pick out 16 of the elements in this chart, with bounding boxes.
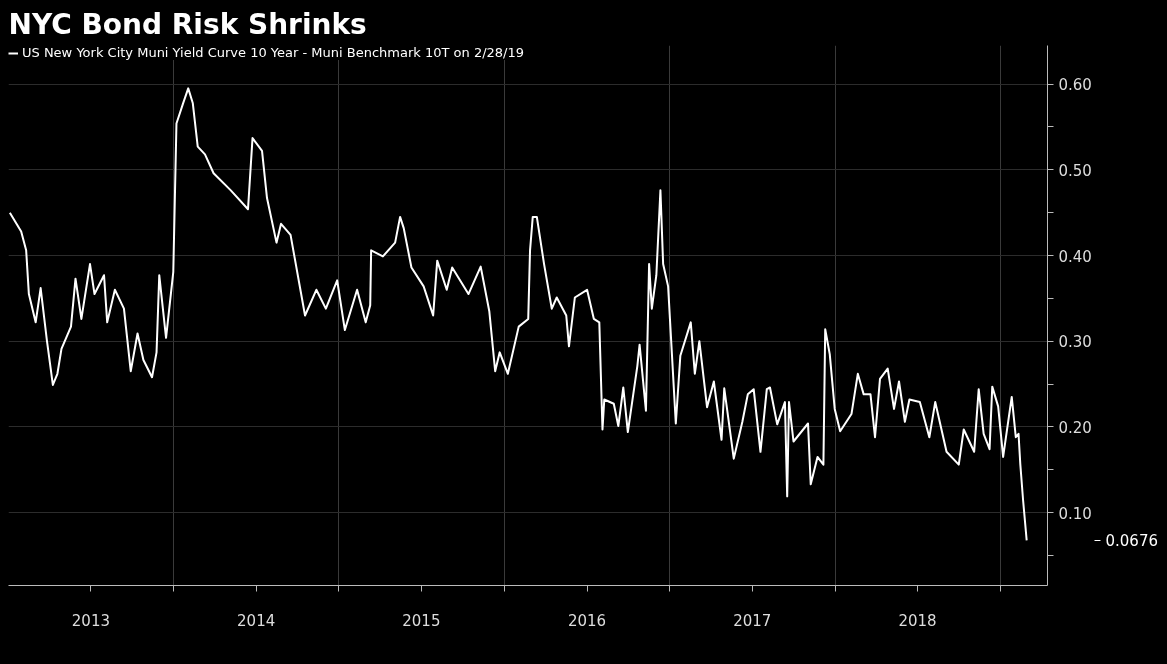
y-tick-label: 0.40	[1058, 247, 1092, 266]
y-tick-label: 0.30	[1058, 333, 1092, 352]
text: 0.0676	[1105, 532, 1158, 551]
x-tick-label: 2015	[402, 611, 441, 630]
x-tick-label: 2016	[567, 611, 607, 630]
legend-label: US New York City Muni Yield Curve 10 Year - Muni Benchmark 10T on 2/28/19	[22, 45, 525, 60]
y-tick-label: 0.10	[1058, 504, 1092, 523]
y-tick-label: 0.50	[1058, 161, 1092, 180]
y-tick-label: 0.60	[1058, 76, 1092, 95]
x-tick-label: 2014	[237, 611, 276, 630]
chart-title: NYC Bond Risk Shrinks	[8, 7, 367, 41]
x-tick-label: 2017	[733, 611, 772, 630]
line-series	[8, 87, 1028, 542]
x-tick-label: 2013	[71, 611, 110, 630]
y-tick-label: 0.20	[1058, 418, 1092, 437]
x-tick-label: 2018	[898, 611, 937, 630]
